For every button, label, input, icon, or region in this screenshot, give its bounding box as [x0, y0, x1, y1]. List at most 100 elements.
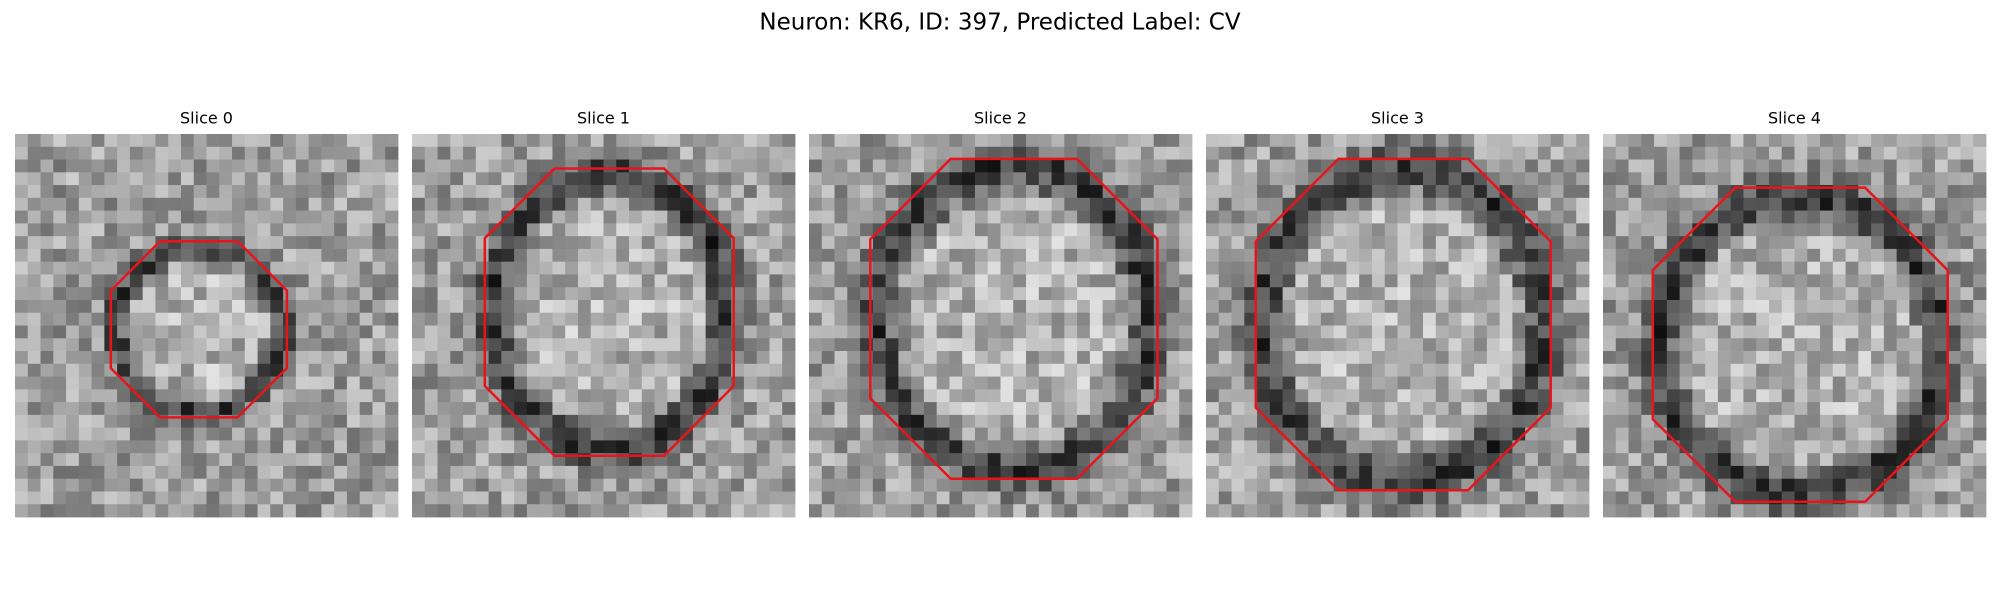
- pixel: [1896, 134, 1910, 148]
- pixel: [1705, 172, 1719, 186]
- pixel: [117, 414, 131, 429]
- pixel: [1257, 389, 1271, 403]
- pixel: [308, 491, 322, 505]
- pixel: [1794, 465, 1808, 480]
- pixel: [1705, 197, 1719, 211]
- pixel: [1960, 261, 1974, 275]
- pixel: [1474, 402, 1488, 416]
- pixel: [321, 402, 335, 416]
- pixel: [1563, 312, 1577, 326]
- pixel: [244, 274, 258, 288]
- pixel: [1499, 236, 1513, 250]
- pixel: [346, 351, 361, 365]
- pixel: [565, 248, 579, 263]
- pixel: [463, 338, 477, 352]
- pixel: [1730, 134, 1744, 148]
- pixel: [821, 210, 835, 224]
- pixel: [514, 363, 528, 377]
- pixel: [206, 402, 220, 416]
- pixel: [641, 223, 655, 237]
- pixel: [1563, 389, 1577, 403]
- pixel: [475, 440, 489, 454]
- pixel: [987, 210, 1001, 224]
- pixel: [949, 491, 963, 505]
- pixel: [1807, 389, 1821, 403]
- pixel: [1960, 223, 1974, 237]
- pixel: [809, 236, 823, 250]
- pixel: [641, 287, 655, 301]
- pixel: [1026, 236, 1040, 250]
- pixel: [1756, 274, 1770, 288]
- pixel: [1128, 440, 1142, 454]
- pixel: [1128, 287, 1142, 301]
- pixel: [1384, 287, 1398, 301]
- pixel: [1768, 453, 1783, 467]
- pixel: [424, 159, 438, 173]
- pixel: [616, 351, 630, 365]
- pixel: [872, 478, 886, 492]
- pixel: [1423, 210, 1437, 224]
- pixel: [1743, 325, 1757, 339]
- pixel: [680, 274, 694, 288]
- pixel: [53, 478, 67, 492]
- pixel: [1883, 287, 1898, 301]
- pixel: [590, 197, 604, 211]
- pixel: [1563, 504, 1577, 518]
- pixel: [346, 312, 361, 326]
- pixel: [193, 223, 207, 237]
- pixel: [1448, 210, 1462, 224]
- pixel: [616, 261, 630, 275]
- pixel: [1679, 134, 1693, 148]
- pixel: [1576, 210, 1590, 224]
- pixel: [180, 210, 195, 224]
- pixel: [860, 427, 874, 441]
- pixel: [616, 363, 630, 377]
- pixel: [1257, 159, 1271, 173]
- pixel: [782, 351, 796, 365]
- pixel: [1512, 159, 1526, 173]
- pixel: [219, 351, 233, 365]
- pixel: [923, 312, 938, 326]
- pixel: [1051, 414, 1065, 429]
- pixel: [1295, 338, 1309, 352]
- pixel: [1102, 453, 1116, 467]
- pixel: [1333, 185, 1347, 199]
- pixel: [1576, 504, 1590, 518]
- pixel: [1692, 210, 1706, 224]
- pixel: [1525, 261, 1539, 275]
- pixel: [1038, 338, 1052, 352]
- pixel: [667, 197, 681, 211]
- pixel: [372, 389, 386, 403]
- pixel: [334, 465, 348, 480]
- pixel: [847, 172, 861, 186]
- pixel: [1089, 236, 1104, 250]
- pixel: [117, 274, 131, 288]
- pixel: [244, 312, 258, 326]
- pixel: [821, 236, 835, 250]
- pixel: [1705, 134, 1719, 148]
- pixel: [514, 287, 528, 301]
- pixel: [911, 465, 925, 480]
- pixel: [616, 172, 630, 186]
- pixel: [1537, 185, 1552, 199]
- pixel: [885, 351, 899, 365]
- pixel: [1743, 478, 1757, 492]
- pixel: [1973, 197, 1987, 211]
- pixel: [1397, 134, 1411, 148]
- pixel: [1756, 287, 1770, 301]
- pixel: [1628, 478, 1642, 492]
- pixel: [1692, 159, 1706, 173]
- pixel: [1435, 210, 1449, 224]
- pixel: [1807, 159, 1821, 173]
- pixel: [1934, 453, 1949, 467]
- pixel: [129, 236, 144, 250]
- figure-title: Neuron: KR6, ID: 397, Predicted Label: C…: [759, 10, 1240, 36]
- pixel: [1179, 453, 1193, 467]
- pixel: [1371, 312, 1386, 326]
- pixel: [1486, 440, 1501, 454]
- pixel: [962, 287, 976, 301]
- pixel: [1166, 223, 1180, 237]
- pixel: [769, 491, 783, 505]
- pixel: [1781, 453, 1795, 467]
- pixel: [641, 172, 655, 186]
